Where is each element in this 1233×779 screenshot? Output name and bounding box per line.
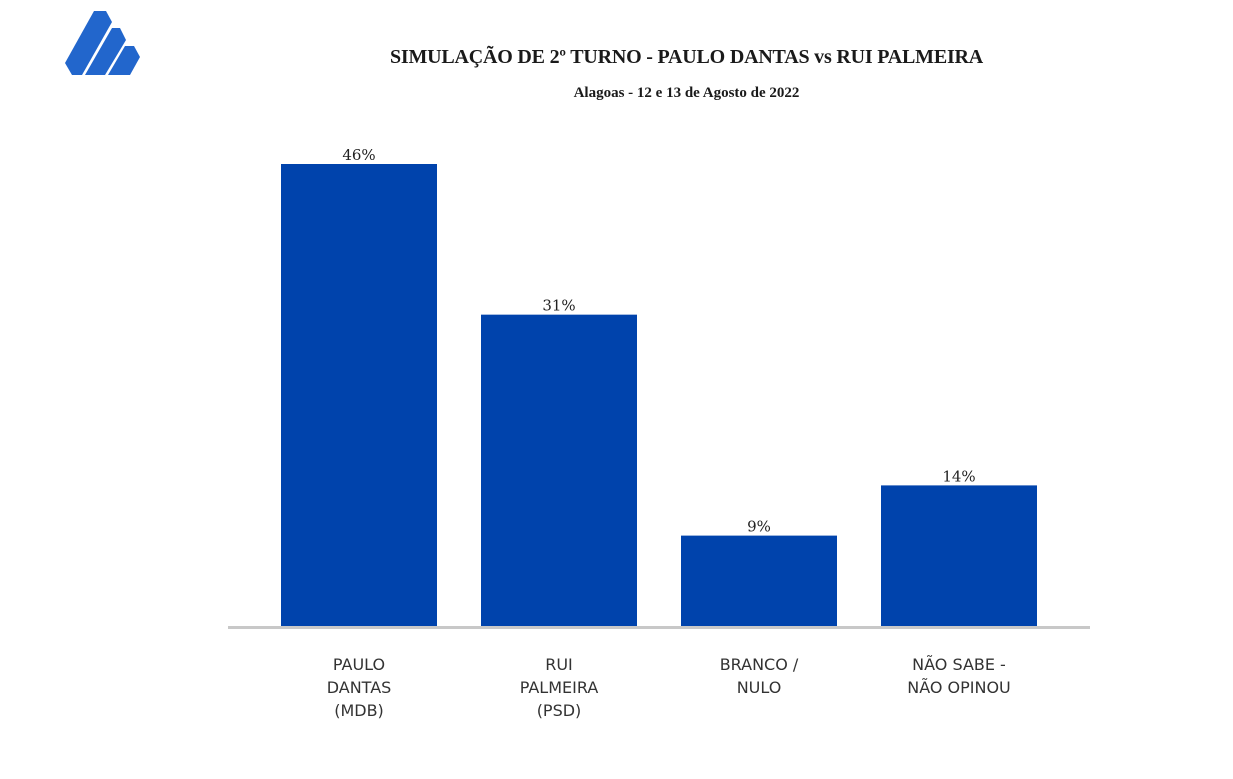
bar (481, 314, 637, 626)
x-tick-label: NÃO OPINOU (907, 678, 1011, 697)
x-tick-label: (PSD) (537, 701, 582, 720)
bar (681, 535, 837, 626)
logo-icon (65, 11, 140, 75)
data-label: 46% (342, 146, 375, 164)
x-tick-label: DANTAS (327, 678, 392, 697)
x-tick-label: PAULO (333, 655, 385, 674)
x-tick-label: RUI (545, 655, 573, 674)
x-tick-label: NÃO SABE - (912, 655, 1006, 674)
bar (881, 485, 1037, 626)
data-label: 31% (542, 297, 575, 315)
data-label: 14% (942, 467, 975, 485)
x-tick-label: NULO (737, 678, 782, 697)
x-tick-label: BRANCO / (720, 655, 799, 674)
chart-subtitle: Alagoas - 12 e 13 de Agosto de 2022 (573, 85, 800, 101)
x-tick-label: PALMEIRA (520, 678, 599, 697)
bar (281, 164, 437, 626)
chart-title: SIMULAÇÃO DE 2º TURNO - PAULO DANTAS vs … (389, 46, 984, 68)
data-label: 9% (747, 518, 771, 536)
x-tick-label: (MDB) (334, 701, 384, 720)
